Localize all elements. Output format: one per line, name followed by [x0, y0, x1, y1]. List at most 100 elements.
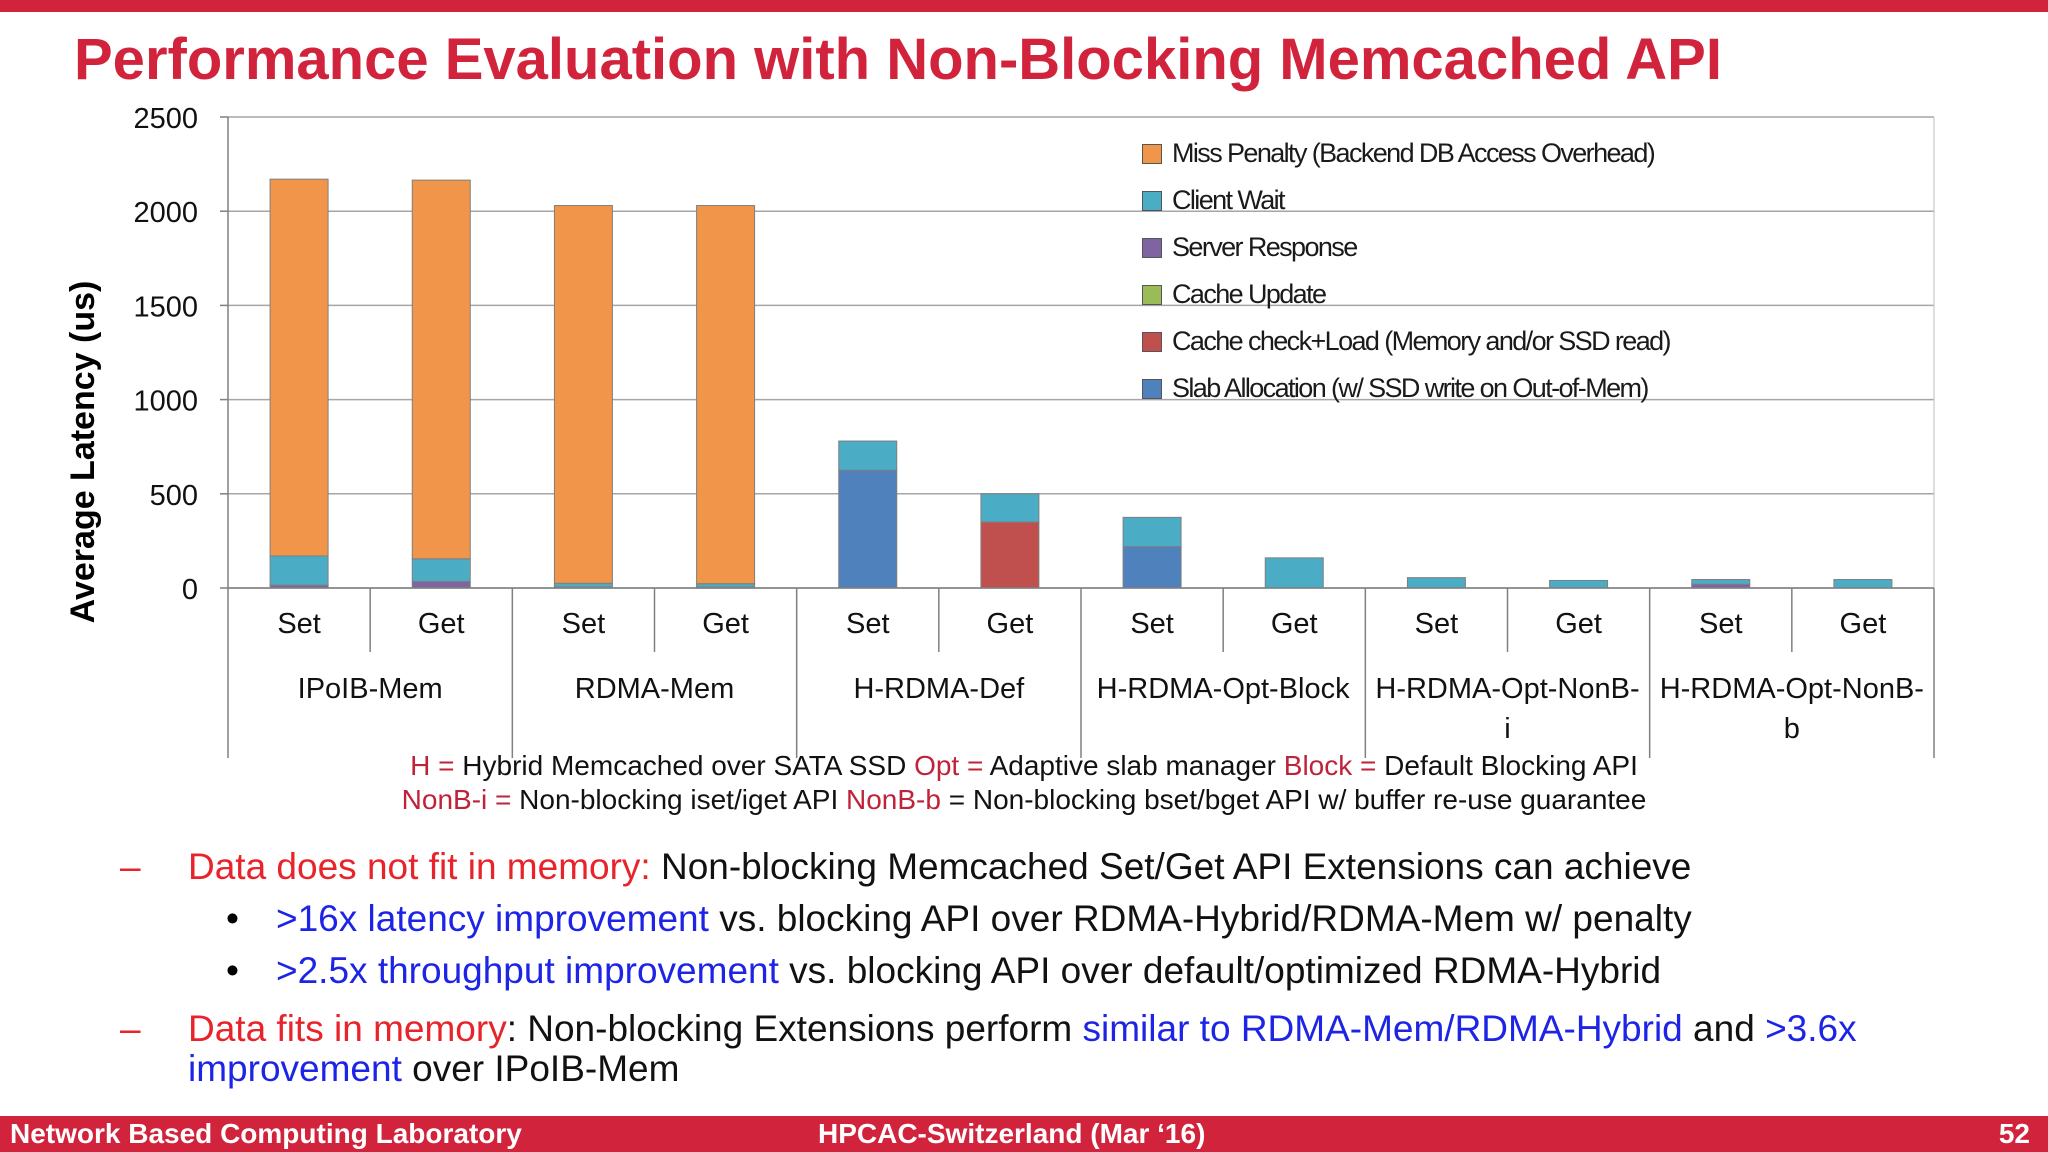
x-group-label: H-RDMA-Opt-Block: [1097, 673, 1350, 705]
footer-lab-name: Network Based Computing Laboratory: [10, 1118, 522, 1149]
footer-event: HPCAC-Switzerland (Mar ‘16): [818, 1118, 1206, 1149]
bullet-throughput: >2.5x throughput improvement vs. blockin…: [276, 950, 1661, 992]
abbreviation-key: Opt =: [914, 750, 984, 781]
x-category-label: Set: [1130, 608, 1174, 640]
bar-segment: [269, 178, 329, 557]
bar-segment: [696, 205, 756, 585]
legend-swatch: [1142, 331, 1162, 352]
bar-segment: [553, 205, 613, 584]
abbreviations-line-1: H = Hybrid Memcached over SATA SSD Opt =…: [0, 750, 2048, 782]
legend-swatch: [1142, 284, 1162, 305]
bullet-data-not-fit: Data does not fit in memory: Non-blockin…: [188, 846, 1691, 888]
legend-swatch: [1142, 143, 1162, 164]
bar-segment: [838, 469, 898, 589]
bullet-text: Non-blocking Memcached Set/Get API Exten…: [650, 846, 1692, 887]
x-category-label: Get: [987, 608, 1034, 640]
legend-item: Server Response: [1142, 224, 1670, 271]
x-category-label: Get: [1555, 608, 1602, 640]
bullet-data-fits: Data fits in memory: Non-blocking Extens…: [188, 1008, 1857, 1050]
bar-segment: [838, 440, 898, 471]
bar-segment: [1122, 546, 1182, 589]
y-tick-label: 2000: [133, 197, 198, 229]
legend-item: Miss Penalty (Backend DB Access Overhead…: [1142, 130, 1670, 177]
x-category-label: Set: [562, 608, 606, 640]
dash-marker: –: [120, 1008, 141, 1049]
bar-segment: [1406, 577, 1466, 589]
abbreviation-text: Hybrid Memcached over SATA SSD: [454, 750, 915, 781]
dot-marker: •: [226, 898, 239, 939]
footer-bar: Network Based Computing Laboratory HPCAC…: [0, 1116, 2048, 1152]
bar-segment: [1691, 579, 1751, 585]
x-group-label: H-RDMA-Opt-NonB-: [1375, 673, 1639, 705]
slide-title: Performance Evaluation with Non-Blocking…: [74, 27, 1722, 92]
bar-segment: [269, 555, 329, 586]
y-axis-title: Average Latency (us): [64, 281, 102, 624]
bullet-text: and: [1682, 1008, 1766, 1049]
x-category-label: Set: [1415, 608, 1459, 640]
x-category-label: Set: [1699, 608, 1743, 640]
bullet-text: : Non-blocking Extensions perform: [506, 1008, 1083, 1049]
bullet-blue-text: improvement: [188, 1048, 402, 1089]
legend-label: Cache Update: [1172, 279, 1327, 309]
abbreviation-text: Default Blocking API: [1376, 750, 1638, 781]
x-group-label: i: [1504, 713, 1510, 745]
y-tick-label: 0: [182, 574, 198, 606]
bullet-blue-text: >3.6x: [1765, 1008, 1857, 1049]
bar-segment: [980, 493, 1040, 523]
bar-segment: [1264, 557, 1324, 589]
legend-label: Client Wait: [1172, 185, 1286, 215]
bar-segment: [553, 582, 613, 588]
legend-label: Miss Penalty (Backend DB Access Overhead…: [1172, 138, 1656, 168]
bullet-text: vs. blocking API over RDMA-Hybrid/RDMA-M…: [708, 898, 1692, 939]
legend-swatch: [1142, 378, 1162, 399]
x-group-label: b: [1784, 713, 1800, 745]
legend-swatch: [1142, 190, 1162, 211]
legend-label: Slab Allocation (w/ SSD write on Out-of-…: [1172, 373, 1649, 403]
x-group-label: IPoIB-Mem: [298, 673, 443, 705]
legend-swatch: [1142, 237, 1162, 258]
x-group-label: RDMA-Mem: [575, 673, 735, 705]
abbreviation-text: Non-blocking iset/iget API: [511, 784, 847, 815]
top-accent-bar: [0, 0, 2048, 12]
plot-area: [228, 117, 1934, 588]
x-category-label: Set: [277, 608, 321, 640]
bar-segment: [411, 580, 471, 589]
x-category-label: Set: [846, 608, 890, 640]
x-group-label: H-RDMA-Def: [853, 673, 1025, 705]
legend-label: Server Response: [1172, 232, 1358, 262]
abbreviation-key: Block =: [1283, 750, 1377, 781]
bar-segment: [411, 179, 471, 560]
bullet-data-fits-cont: improvement over IPoIB-Mem: [188, 1048, 679, 1090]
bullet-blue-text: >16x latency improvement: [276, 898, 709, 939]
y-tick-label: 1500: [133, 291, 198, 323]
bar-segment: [1122, 516, 1182, 548]
bullet-blue-text: similar to RDMA-Mem/RDMA-Hybrid: [1082, 1008, 1683, 1049]
stacked-bar-chart: 0 500 1000 1500 2000 2500 Average Latency (us)…: [64, 103, 1935, 758]
y-tick-label: 2500: [133, 103, 198, 135]
legend-item: Client Wait: [1142, 177, 1670, 224]
bullet-red-text: Data does not fit in memory:: [188, 846, 651, 887]
x-category-label: Get: [702, 608, 749, 640]
abbreviation-key: H =: [410, 750, 455, 781]
x-group-label: H-RDMA-Opt-NonB-: [1660, 673, 1924, 705]
bar-segment: [980, 521, 1040, 589]
bar-segment: [1833, 579, 1893, 589]
legend-item: Cache Update: [1142, 271, 1670, 318]
bullet-text: vs. blocking API over default/optimized …: [778, 950, 1662, 991]
x-category-label: Get: [418, 608, 465, 640]
bar-segment: [1549, 579, 1609, 589]
bullet-latency: >16x latency improvement vs. blocking AP…: [276, 898, 1692, 940]
y-tick-label: 500: [150, 480, 198, 512]
abbreviation-key: NonB-i =: [401, 784, 512, 815]
abbreviation-text: Adaptive slab manager: [983, 750, 1284, 781]
abbreviations-line-2: NonB-i = Non-blocking iset/iget API NonB…: [0, 784, 2048, 816]
bullet-blue-text: >2.5x throughput improvement: [276, 950, 779, 991]
abbreviation-key: NonB-b: [846, 784, 941, 815]
bullet-red-text: Data fits in memory: [188, 1008, 507, 1049]
dash-marker: –: [120, 846, 141, 887]
abbreviation-text: = Non-blocking bset/bget API w/ buffer r…: [940, 784, 1647, 815]
x-category-label: Get: [1840, 608, 1887, 640]
legend-label: Cache check+Load (Memory and/or SSD read…: [1172, 326, 1672, 356]
legend-item: Slab Allocation (w/ SSD write on Out-of-…: [1142, 365, 1670, 412]
bullet-text: over IPoIB-Mem: [401, 1048, 680, 1089]
